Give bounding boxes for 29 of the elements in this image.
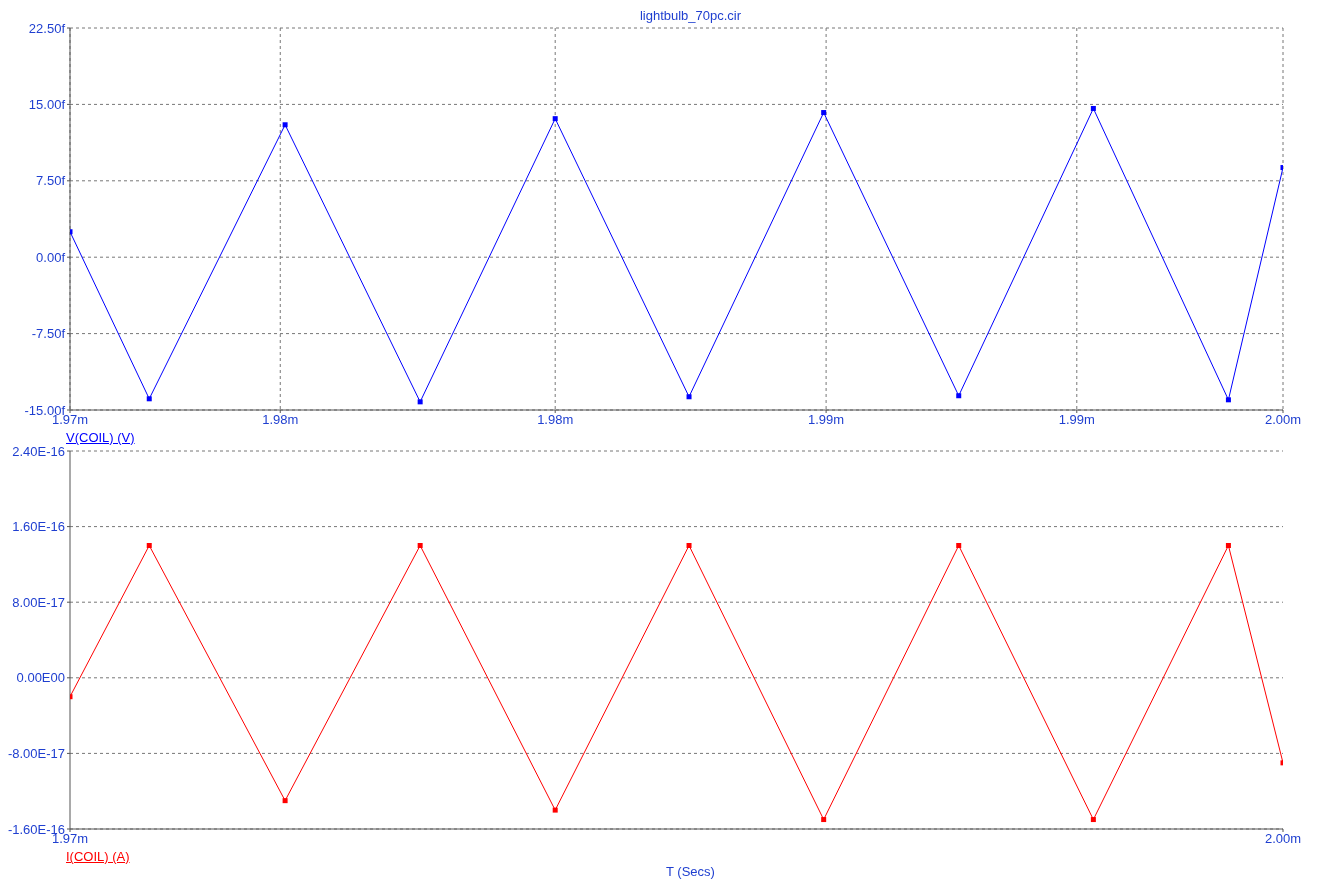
x-tick-label: 2.00m [1264, 412, 1302, 428]
y-tick-label: 1.60E-16 [12, 519, 65, 535]
chart-title: lightbulb_70pc.cir [638, 8, 743, 23]
x-tick-label: 1.99m [808, 412, 845, 428]
point [956, 393, 962, 399]
point [417, 399, 423, 405]
point [146, 396, 152, 402]
x-tick-label: 1.98m [537, 412, 574, 428]
x-axis-title: T (Secs) [665, 864, 716, 879]
x-tick-label: 2.00m [1264, 831, 1302, 847]
point [1225, 397, 1231, 403]
point [821, 110, 827, 116]
x-tick-label: 1.98m [262, 412, 299, 428]
y-tick-label: -7.50f [31, 326, 66, 342]
text: V(COIL) (V) [66, 430, 136, 445]
point [1090, 105, 1096, 111]
y-tick-label: 8.00E-17 [12, 594, 65, 610]
x-tick-label: 1.99m [1058, 412, 1095, 428]
point [552, 116, 558, 122]
y-tick-label: 22.50f [28, 20, 66, 36]
y-tick-label: 15.00f [28, 97, 66, 113]
y-tick-label: 0.00f [36, 249, 66, 265]
y-tick-label: 2.40E-16 [12, 443, 65, 459]
point [282, 122, 288, 128]
text: I(COIL) (A) [66, 849, 131, 864]
y-tick-label: 7.50f [36, 173, 66, 189]
y-tick-label: -8.00E-17 [7, 746, 65, 762]
y-tick-label: 0.00E00 [16, 670, 65, 686]
point [686, 394, 692, 400]
